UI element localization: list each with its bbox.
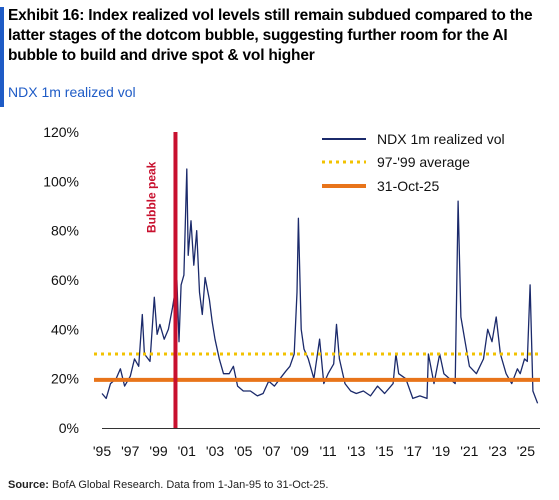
x-tick-label: '05 bbox=[234, 443, 252, 459]
y-tick-label: 120% bbox=[43, 124, 79, 140]
x-tick-label: '95 bbox=[93, 443, 111, 459]
legend-ndx-realized-vol-label: NDX 1m realized vol bbox=[377, 131, 505, 147]
source-text: BofA Global Research. Data from 1-Jan-95… bbox=[48, 479, 329, 491]
x-tick-label: '97 bbox=[121, 443, 139, 459]
y-tick-label: 80% bbox=[51, 223, 79, 239]
x-tick-label: '15 bbox=[375, 443, 393, 459]
x-tick-label: '99 bbox=[149, 443, 167, 459]
title-accent-bar bbox=[0, 7, 4, 107]
y-tick-label: 0% bbox=[59, 420, 79, 436]
chart-title: Exhibit 16: Index realized vol levels st… bbox=[8, 7, 533, 64]
x-tick-label: '19 bbox=[432, 443, 450, 459]
x-tick-label: '13 bbox=[347, 443, 365, 459]
legend-31-oct-25-label: 31-Oct-25 bbox=[377, 178, 439, 194]
source-label: Source: bbox=[8, 479, 49, 491]
series-line-ndx-realized-vol bbox=[101, 168, 539, 404]
x-tick-label: '23 bbox=[488, 443, 506, 459]
x-tick-label: '17 bbox=[404, 443, 422, 459]
legend-97-99-average-label: 97-'99 average bbox=[377, 154, 470, 170]
x-tick-label: '09 bbox=[291, 443, 309, 459]
y-tick-label: 40% bbox=[51, 321, 79, 337]
x-tick-label: '21 bbox=[460, 443, 478, 459]
x-tick-label: '03 bbox=[206, 443, 224, 459]
y-tick-label: 100% bbox=[43, 173, 79, 189]
bubble-peak-label: Bubble peak bbox=[144, 161, 158, 233]
y-tick-label: 20% bbox=[51, 371, 79, 387]
chart-subtitle: NDX 1m realized vol bbox=[8, 84, 136, 100]
source-note: Source: BofA Global Research. Data from … bbox=[8, 479, 328, 491]
x-tick-label: '07 bbox=[262, 443, 280, 459]
x-tick-label: '11 bbox=[319, 443, 336, 459]
x-tick-label: '25 bbox=[517, 443, 535, 459]
y-tick-label: 60% bbox=[51, 272, 79, 288]
x-tick-label: '01 bbox=[178, 443, 196, 459]
chart: 0% 20% 40% 60% 80% 100% 120% '95 '97 '99 '01 '03 '05… bbox=[43, 124, 540, 459]
